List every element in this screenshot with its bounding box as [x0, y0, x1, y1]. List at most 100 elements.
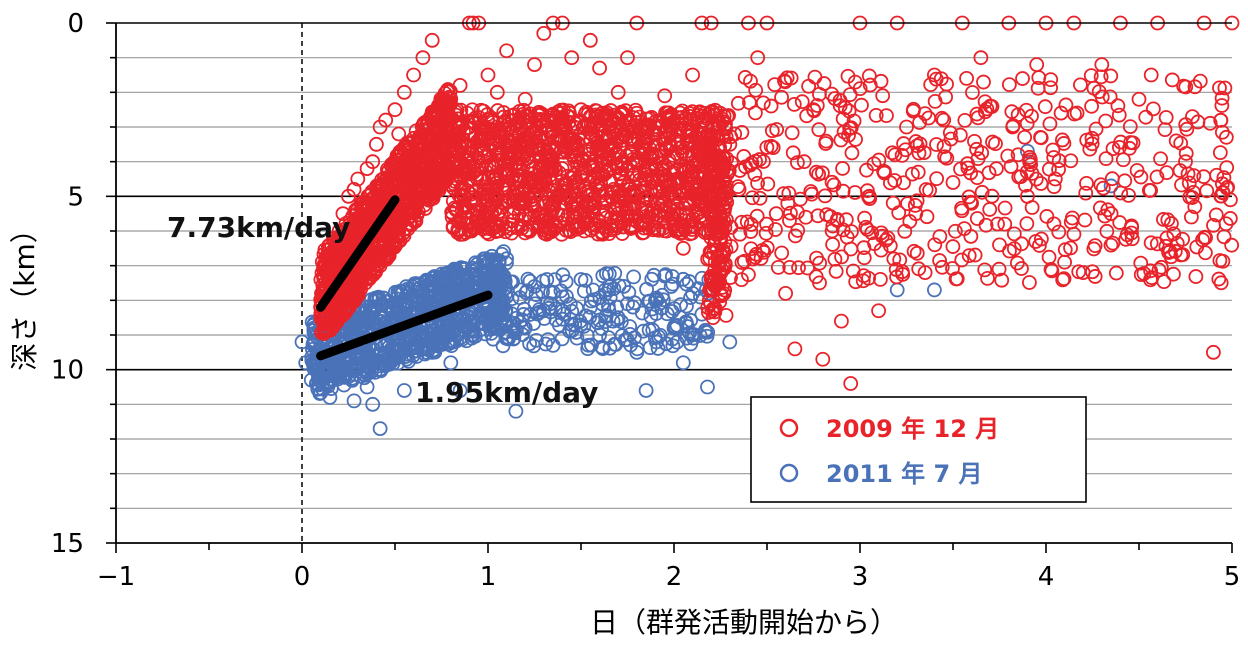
series-2009-point: [1174, 177, 1189, 193]
series-2011-point: [298, 355, 314, 371]
series-2009-point: [765, 140, 781, 155]
series-2009-point: [574, 166, 589, 182]
series-2009-point: [1015, 71, 1030, 86]
series-2009-point: [990, 216, 1005, 232]
series-2011-point: [434, 274, 449, 290]
series-2009-point: [783, 205, 798, 221]
series-2009-point: [620, 210, 636, 226]
series-2009-point: [847, 74, 863, 90]
series-2009-point: [678, 120, 694, 136]
series-2011-point: [644, 271, 660, 287]
series-2011-point: [346, 393, 362, 409]
series-2009-point: [723, 155, 739, 171]
series-2011-point: [555, 267, 571, 283]
series-2011-point: [528, 287, 544, 303]
series-2009-point: [1216, 229, 1232, 245]
series-2009-point: [1156, 212, 1171, 227]
series-2011-point: [402, 331, 417, 347]
series-2009-point: [1199, 183, 1215, 199]
series-2011-point: [601, 282, 617, 298]
series-2011-point: [485, 269, 501, 285]
series-2009-point: [1214, 98, 1230, 113]
series-2009-point: [1093, 177, 1109, 193]
series-2009-point: [557, 142, 573, 158]
series-2009-point: [722, 136, 738, 152]
series-2009-point: [614, 122, 629, 138]
series-2009-point: [861, 188, 877, 204]
series-2009-point: [1018, 177, 1033, 193]
series-2009-point: [582, 32, 598, 48]
series-2009-point: [704, 173, 719, 189]
series-2009-point: [559, 131, 575, 146]
series-2009-point: [982, 98, 998, 114]
series-2011-point: [539, 295, 555, 311]
series-2009-point: [782, 213, 797, 228]
series-2009-point: [385, 237, 400, 253]
series-2009-point: [833, 132, 849, 148]
series-2009-point: [396, 84, 412, 100]
series-2009-point: [730, 95, 746, 111]
series-2009-point: [785, 145, 801, 161]
series-2009-point: [492, 121, 507, 137]
x-tick-label: −1: [97, 562, 135, 592]
series-2009-point: [484, 205, 500, 221]
series-2009-point: [988, 161, 1004, 177]
series-2009-point: [1175, 231, 1190, 247]
series-2011-point: [522, 336, 538, 352]
series-2009-point: [559, 175, 575, 191]
series-2011-point: [399, 346, 415, 362]
series-2009-point: [824, 86, 840, 102]
series-2009-point: [1188, 269, 1204, 284]
series-2009-point: [877, 164, 892, 180]
series-2009-point: [1206, 344, 1221, 360]
series-2009-point: [1196, 169, 1212, 185]
series-2009-point: [908, 206, 924, 222]
series-2009-point: [1164, 72, 1180, 88]
series-2009-point: [1004, 104, 1020, 120]
x-tick-label: 4: [1038, 562, 1055, 592]
series-2009-point: [466, 221, 482, 237]
series-2009-point: [1006, 226, 1022, 242]
series-2011-point: [463, 280, 479, 296]
series-2009-point: [1055, 272, 1071, 288]
series-2009-point: [781, 185, 797, 201]
series-2009-point: [1014, 261, 1029, 276]
series-2009-point: [366, 263, 381, 279]
series-2009-point: [561, 222, 577, 238]
series-2009-point: [563, 224, 579, 240]
series-2011-point: [391, 349, 407, 365]
series-2009-point: [1073, 77, 1088, 93]
series-2009-point: [934, 259, 950, 275]
series-2009-point: [456, 187, 472, 203]
series-2009-point: [1003, 159, 1019, 174]
series-2009-point: [589, 165, 605, 181]
series-2009-point: [1187, 199, 1203, 215]
series-2009-point: [779, 70, 795, 86]
series-2011-point: [592, 327, 607, 343]
series-2011-point: [374, 296, 389, 312]
series-2011-point: [522, 307, 538, 322]
series-2011-point: [620, 296, 635, 312]
series-2009-point: [346, 284, 362, 299]
series-2009-point: [744, 190, 760, 206]
series-2011-point: [650, 341, 666, 356]
y-axis-title: 深さ（km）: [8, 215, 41, 371]
series-2009-point: [791, 260, 806, 276]
series-2009-point: [1219, 160, 1235, 176]
series-2009-point: [1046, 179, 1062, 195]
series-2009-point: [444, 164, 460, 180]
series-2009-point: [1057, 254, 1072, 270]
series-2009-point: [1051, 224, 1067, 240]
series-2009-point: [886, 251, 902, 267]
series-2009-point: [841, 103, 857, 119]
series-2009-point: [704, 105, 720, 121]
series-2009-point: [992, 237, 1007, 253]
series-2009-point: [954, 203, 970, 219]
series-2011-point: [496, 244, 511, 260]
series-2009-point: [652, 169, 668, 185]
series-2009-point: [905, 103, 921, 119]
series-2009-point: [660, 204, 676, 220]
series-2009-point: [1208, 207, 1224, 223]
series-2009-point: [1022, 152, 1038, 168]
series-2009-point: [1222, 211, 1238, 226]
